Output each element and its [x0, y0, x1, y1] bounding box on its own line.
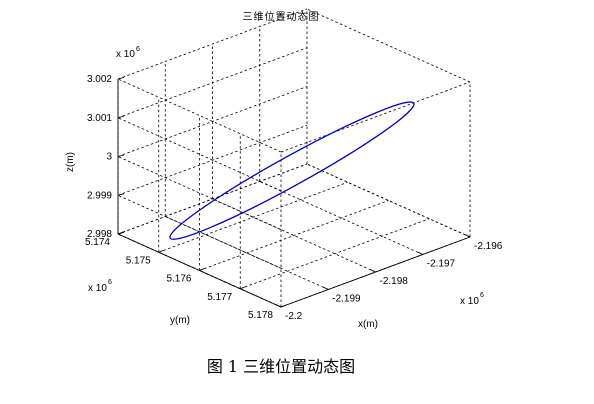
- tick-labels: 2.998 2.999 3 3.001 3.002 5.174 5.175 5.176 5.17…: [85, 74, 503, 322]
- z-axis-label: z(m): [65, 152, 76, 172]
- floor-grid-y-1: [240, 218, 430, 290]
- trajectory-layer: [169, 101, 415, 240]
- floor-grid-y-2: [199, 200, 389, 271]
- z-exponent: x 10: [116, 49, 135, 60]
- y-tick-label-3: 5.177: [207, 292, 232, 303]
- x-tick-0: [275, 304, 282, 308]
- y-tick-2: [199, 268, 205, 271]
- x-tick-label-2: -2.198: [380, 276, 409, 287]
- y-tick-label-1: 5.175: [126, 255, 151, 266]
- y-tick-1: [158, 249, 164, 253]
- y-tick-label-2: 5.176: [166, 274, 191, 285]
- y-tick-3: [240, 286, 246, 290]
- y-tick-4: [280, 304, 287, 308]
- z-tick-label-0: 2.998: [87, 229, 112, 240]
- x-exponent: x 10: [460, 296, 479, 307]
- x-tick-label-1: -2.199: [332, 294, 361, 305]
- top-front-edge: [280, 81, 471, 153]
- y-tick-label-4: 5.178: [248, 310, 273, 321]
- back-grid-z-2: [117, 86, 308, 157]
- back-grid-z-4: [117, 8, 308, 80]
- x-tick-2: [370, 269, 376, 273]
- z-tick-label-1: 2.999: [87, 190, 112, 201]
- z-tick-4: [117, 77, 125, 80]
- x-tick-label-4: -2.196: [474, 241, 503, 252]
- y-tick-0: [117, 231, 124, 235]
- back-grid-z-3: [117, 47, 308, 119]
- figure-caption: 图 1 三维位置动态图: [207, 357, 355, 376]
- y-exponent-power: 6: [108, 279, 112, 286]
- z-tick-label-4: 3.002: [87, 74, 112, 85]
- x-tick-1: [323, 286, 329, 290]
- grid-layer: [117, 8, 471, 308]
- z-tick-label-3: 3.001: [87, 113, 112, 124]
- z-exponent-power: 6: [136, 46, 140, 53]
- y-exponent: x 10: [88, 283, 107, 294]
- chart-title: 三维位置动态图: [243, 10, 320, 23]
- z-tick-2: [117, 154, 125, 157]
- z-tick-1: [117, 193, 125, 196]
- x-tick-label-0: -2.2: [285, 311, 303, 322]
- axes-box: [117, 77, 471, 308]
- top-right-edge: [306, 8, 471, 83]
- z-tick-label-2: 3: [106, 152, 112, 163]
- x-tick-label-3: -2.197: [427, 259, 456, 270]
- z-tick-3: [117, 115, 125, 119]
- trajectory-curve: [169, 101, 415, 240]
- back-grid-z-1: [117, 124, 308, 196]
- x-axis-label: x(m): [358, 319, 378, 330]
- x-exponent-power: 6: [480, 292, 484, 299]
- x-tick-4: [464, 234, 471, 238]
- x-tick-3: [417, 251, 423, 255]
- y-axis-label: y(m): [170, 315, 190, 326]
- left-grid-z-4: [117, 78, 282, 153]
- y-tick-label-0: 5.174: [85, 237, 110, 248]
